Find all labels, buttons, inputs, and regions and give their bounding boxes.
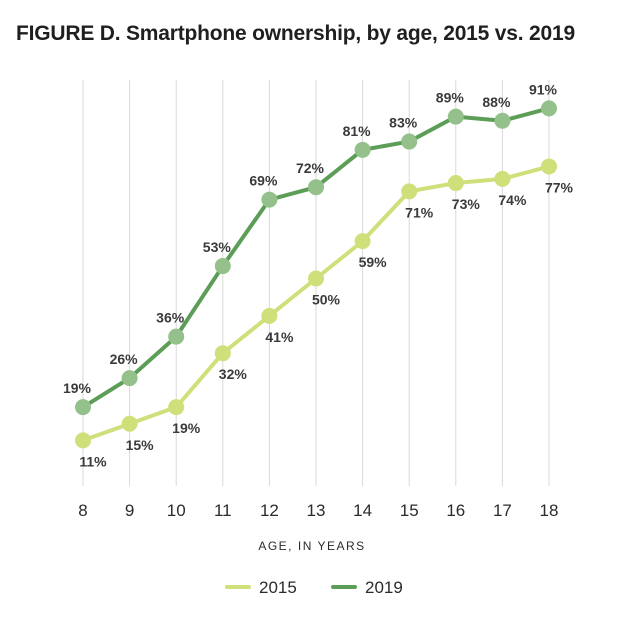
data-point-2015-15 (401, 183, 418, 200)
data-point-2015-11 (214, 345, 231, 362)
data-label-2015-9: 15% (126, 437, 155, 453)
x-tick-label: 9 (125, 501, 134, 520)
x-tick-label: 13 (307, 501, 326, 520)
data-label-2015-18: 77% (545, 179, 574, 195)
x-tick-label: 17 (493, 501, 512, 520)
data-point-2019-9 (121, 370, 138, 387)
data-label-2015-16: 73% (452, 196, 481, 212)
data-point-2015-18 (541, 158, 557, 175)
data-point-2019-13 (308, 179, 324, 196)
data-label-2019-18: 91% (529, 81, 558, 97)
data-point-2019-11 (214, 258, 231, 275)
data-label-2019-10: 36% (156, 310, 185, 326)
x-tick-label: 10 (167, 501, 186, 520)
data-labels: 11% 15% 19% 32% 41% 50% 59% 71% 73% 74% 77% 19% 26% 3… (63, 81, 574, 469)
data-label-2019-17: 88% (482, 94, 511, 110)
x-axis-ticks: 8 9 10 11 12 13 14 15 16 17 18 (78, 501, 558, 520)
data-point-2019-15 (401, 133, 418, 150)
data-label-2015-13: 50% (312, 292, 341, 308)
data-point-2015-17 (494, 170, 511, 187)
legend: 2015 2019 (225, 578, 403, 597)
chart-title: FIGURE D. Smartphone ownership, by age, … (16, 22, 575, 45)
data-point-2019-12 (261, 191, 278, 208)
data-point-2015-16 (447, 175, 464, 192)
data-point-2015-13 (308, 270, 324, 287)
x-tick-label: 18 (540, 501, 559, 520)
data-label-2015-17: 74% (498, 192, 527, 208)
data-label-2015-11: 32% (219, 366, 248, 382)
x-tick-label: 8 (78, 501, 87, 520)
data-point-2015-8 (75, 432, 91, 449)
data-label-2015-15: 71% (405, 204, 434, 220)
data-label-2015-10: 19% (172, 420, 201, 436)
data-label-2019-16: 89% (436, 90, 465, 106)
data-label-2015-14: 59% (359, 254, 388, 270)
x-tick-label: 16 (446, 501, 465, 520)
x-tick-label: 14 (353, 501, 372, 520)
data-point-2019-16 (447, 108, 464, 125)
data-label-2019-12: 69% (249, 173, 278, 189)
data-point-2015-12 (261, 307, 278, 324)
x-tick-label: 12 (260, 501, 279, 520)
data-label-2019-11: 53% (203, 239, 232, 255)
x-tick-label: 11 (214, 501, 232, 520)
data-point-2015-10 (168, 399, 185, 416)
data-point-2015-9 (121, 415, 138, 432)
data-label-2019-13: 72% (296, 160, 325, 176)
x-axis-title: AGE, IN YEARS (258, 539, 365, 553)
data-label-2019-9: 26% (110, 351, 139, 367)
data-label-2019-14: 81% (343, 123, 372, 139)
data-label-2015-12: 41% (265, 329, 294, 345)
data-point-2019-14 (354, 141, 371, 158)
data-label-2019-8: 19% (63, 380, 92, 396)
gridlines (82, 80, 550, 486)
legend-label-2019: 2019 (365, 578, 403, 597)
data-point-2019-18 (541, 100, 557, 117)
data-point-2019-10 (168, 328, 185, 345)
data-point-2015-14 (354, 233, 371, 250)
series (75, 100, 557, 449)
data-label-2015-8: 11% (79, 453, 107, 469)
data-point-2019-17 (494, 112, 511, 129)
legend-label-2015: 2015 (259, 578, 297, 597)
data-point-2019-8 (75, 399, 91, 416)
x-tick-label: 15 (400, 501, 419, 520)
data-label-2019-15: 83% (389, 115, 418, 131)
